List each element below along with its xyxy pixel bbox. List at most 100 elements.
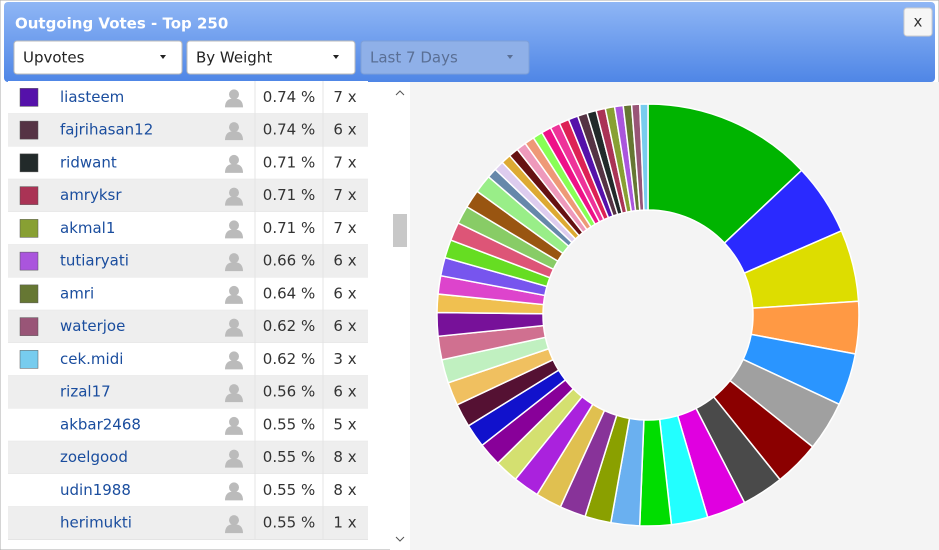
vote-count: 6 x [333, 121, 356, 139]
user-icon-body [225, 458, 243, 468]
user-icon-head [229, 416, 239, 427]
user-icon-body [225, 229, 243, 239]
table-row [8, 343, 368, 376]
vote-count: 6 x [333, 383, 356, 401]
vote-count: 3 x [333, 350, 356, 368]
vote-percent: 0.56 % [263, 383, 315, 401]
vote-percent: 0.71 % [263, 186, 315, 204]
vote-percent: 0.55 % [263, 481, 315, 499]
user-name[interactable]: liasteem [60, 88, 124, 106]
scrollbar[interactable] [390, 82, 410, 550]
vote-count: 7 x [333, 88, 356, 106]
table-row [8, 113, 368, 147]
vote-percent: 0.71 % [263, 219, 315, 237]
user-icon-head [229, 187, 239, 198]
vote-percent: 0.55 % [263, 514, 315, 532]
color-swatch [19, 350, 39, 369]
user-icon-body [225, 262, 243, 272]
dropdown-arrow [507, 55, 513, 59]
table-row [8, 277, 368, 311]
filter-dropdown[interactable] [360, 40, 530, 75]
user-name[interactable]: herimukti [60, 514, 132, 532]
table-row [8, 474, 368, 507]
user-icon-head [229, 122, 239, 133]
user-name[interactable]: ridwant [60, 153, 117, 171]
filter-dropdown[interactable] [186, 40, 356, 75]
table-row [8, 179, 368, 212]
table-row [8, 81, 368, 114]
user-icon-body [225, 98, 243, 108]
user-name[interactable]: udin1988 [60, 481, 131, 499]
vote-count: 6 x [333, 284, 356, 302]
vote-percent: 0.64 % [263, 284, 315, 302]
vote-count: 6 x [333, 252, 356, 270]
user-name[interactable]: amri [60, 284, 94, 302]
user-icon-body [225, 425, 243, 435]
user-icon-body [225, 131, 243, 141]
table-row [8, 212, 368, 245]
vote-count: 5 x [333, 415, 356, 433]
scroll-thumb[interactable] [393, 214, 407, 247]
filter-label[interactable]: Last 7 Days [370, 49, 458, 67]
user-icon-head [229, 515, 239, 526]
user-icon-head [229, 220, 239, 231]
user-icon-head [229, 154, 239, 165]
color-swatch [19, 88, 39, 107]
user-icon-head [229, 384, 239, 395]
donut-slice[interactable] [639, 103, 649, 211]
user-icon-body [225, 196, 243, 206]
filter-label[interactable]: Upvotes [23, 49, 85, 67]
user-name[interactable]: waterjoe [60, 317, 125, 335]
user-name[interactable]: tutiaryati [60, 252, 129, 270]
user-icon-head [229, 482, 239, 493]
user-name[interactable]: fajrihasan12 [60, 121, 153, 139]
table-row [8, 146, 368, 180]
vote-count: 8 x [333, 448, 356, 466]
user-name[interactable]: rizal17 [60, 383, 111, 401]
scroll-up[interactable] [395, 90, 405, 96]
dropdown-arrow [333, 55, 339, 59]
user-icon-head [229, 449, 239, 460]
vote-percent: 0.55 % [263, 415, 315, 433]
user-icon-body [225, 524, 243, 534]
table-row [8, 375, 368, 409]
close-label[interactable]: x [914, 13, 923, 31]
filter-label[interactable]: By Weight [196, 49, 272, 67]
vote-count: 6 x [333, 317, 356, 335]
color-swatch [19, 153, 39, 173]
table-row [8, 310, 368, 343]
user-name[interactable]: akbar2468 [60, 415, 141, 433]
color-swatch [19, 120, 39, 140]
vote-percent: 0.74 % [263, 121, 315, 139]
user-name[interactable]: zoelgood [60, 448, 128, 466]
user-icon-body [225, 327, 243, 337]
color-swatch [19, 284, 39, 304]
table-row [8, 441, 368, 474]
vote-count: 8 x [333, 481, 356, 499]
table-row [8, 506, 368, 540]
user-icon-body [225, 491, 243, 501]
user-icon-head [229, 89, 239, 100]
user-name[interactable]: akmal1 [60, 219, 115, 237]
vote-count: 1 x [333, 514, 356, 532]
user-icon-head [229, 318, 239, 329]
dialog-title: Outgoing Votes - Top 250 [15, 15, 228, 33]
color-swatch [19, 251, 39, 271]
filter-dropdown[interactable] [13, 40, 183, 75]
scroll-down[interactable] [395, 536, 405, 542]
vote-percent: 0.62 % [263, 317, 315, 335]
user-icon-body [225, 360, 243, 370]
user-icon-body [225, 393, 243, 403]
vote-percent: 0.55 % [263, 448, 315, 466]
user-name[interactable]: cek.midi [60, 350, 123, 368]
vote-percent: 0.71 % [263, 153, 315, 171]
table-row [8, 408, 368, 442]
user-icon-body [225, 163, 243, 173]
vote-percent: 0.74 % [263, 88, 315, 106]
user-name[interactable]: amryksr [60, 186, 122, 204]
vote-count: 7 x [333, 186, 356, 204]
close-button[interactable] [903, 7, 933, 37]
vote-count: 7 x [333, 153, 356, 171]
dropdown-arrow [160, 55, 166, 59]
